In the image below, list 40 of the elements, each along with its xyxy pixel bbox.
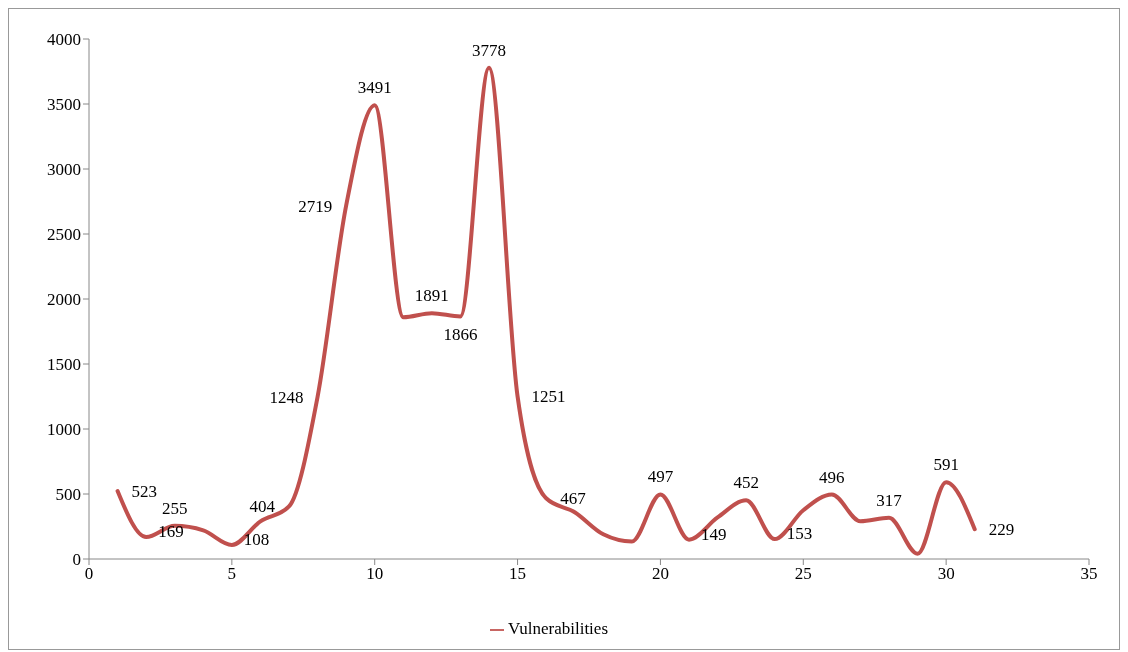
x-tick-label: 25 (794, 564, 812, 584)
y-tick-label: 4000 (47, 30, 81, 50)
x-tick-label: 20 (651, 564, 669, 584)
data-label: 467 (560, 489, 587, 509)
data-label: 229 (988, 520, 1015, 540)
x-tick-label: 15 (509, 564, 527, 584)
data-label: 149 (701, 524, 727, 544)
y-tick-label: 500 (55, 485, 81, 505)
y-tick-label: 2500 (47, 225, 81, 245)
data-label: 1251 (531, 387, 566, 407)
data-label: 497 (647, 467, 674, 487)
y-tick-label: 3000 (47, 160, 81, 180)
x-tick-label: 10 (366, 564, 384, 584)
x-tick-label: 35 (1080, 564, 1098, 584)
data-label: 591 (933, 455, 959, 475)
y-tick-label: 3500 (47, 95, 81, 115)
data-label: 1891 (414, 286, 449, 306)
y-tick-label: 1500 (47, 355, 81, 375)
data-label: 496 (819, 467, 845, 487)
data-label: 108 (243, 529, 270, 549)
data-label: 1248 (269, 387, 304, 407)
y-tick-label: 2000 (47, 290, 81, 310)
data-label: 169 (158, 522, 184, 542)
data-label: 2719 (298, 196, 333, 216)
data-label: 452 (733, 473, 759, 493)
y-tick-label: 0 (72, 550, 81, 570)
x-tick-label: 30 (937, 564, 955, 584)
legend-label: Vulnerabilities (507, 619, 608, 638)
data-label: 3778 (472, 40, 506, 60)
x-tick-label: 0 (84, 564, 94, 584)
data-label: 404 (249, 497, 276, 517)
data-label: 1866 (443, 325, 478, 345)
data-label: 255 (161, 498, 188, 518)
y-tick-label: 1000 (47, 420, 81, 440)
x-tick-label: 5 (227, 564, 237, 584)
data-label: 153 (786, 524, 813, 544)
data-label: 523 (131, 482, 158, 502)
data-label: 3491 (357, 78, 392, 98)
line-series (115, 65, 977, 556)
data-label: 317 (876, 490, 903, 510)
